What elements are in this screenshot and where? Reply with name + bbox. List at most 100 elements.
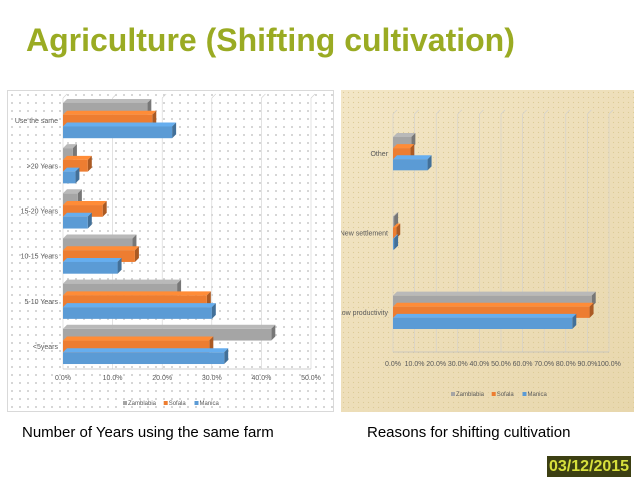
bar	[63, 171, 76, 184]
legend-swatch	[522, 392, 527, 396]
legend-label: Zamblabia	[128, 401, 157, 407]
caption-years: Number of Years using the same farm	[22, 424, 274, 441]
bar-top-face	[63, 155, 92, 160]
years-chart-panel: 0.0% 10.0% 20.0% 30.0% 40.0% 50.0% <5years 5-10…	[7, 90, 334, 412]
bar-top-face	[63, 279, 182, 284]
bar-side-face	[75, 167, 80, 184]
bar	[63, 328, 272, 341]
bar-top-face	[63, 98, 152, 103]
x-tick-label: 20.0%	[426, 361, 446, 368]
x-tick-label: 0.0%	[385, 361, 401, 368]
legend-label: Zamblabia	[456, 392, 485, 398]
bar	[393, 148, 411, 160]
bar	[63, 261, 118, 274]
category-label: Other	[370, 151, 388, 158]
bar-side-face	[87, 212, 92, 229]
bar	[63, 159, 88, 172]
gridline	[112, 93, 117, 99]
legend-swatch	[123, 401, 127, 405]
x-tick-label: 50.0%	[491, 361, 511, 368]
category-label: 5-10 Years	[25, 299, 59, 306]
x-tick-label: 10.0%	[405, 361, 425, 368]
bar	[393, 295, 592, 307]
gridline	[457, 109, 463, 115]
gridline	[479, 109, 484, 115]
x-tick-label: 90.0%	[577, 361, 597, 368]
gridline	[261, 93, 266, 99]
bar	[63, 250, 135, 262]
bar-top-face	[393, 133, 416, 138]
bar	[393, 137, 412, 149]
bar	[393, 238, 395, 250]
bar-top-face	[63, 336, 214, 341]
bar-side-face	[394, 234, 399, 250]
bar-top-face	[63, 110, 157, 115]
bar	[393, 306, 590, 318]
bar-top-face	[63, 234, 137, 239]
bar	[393, 216, 395, 228]
gridline	[587, 109, 592, 115]
bar	[63, 114, 153, 127]
gridline	[565, 109, 571, 115]
x-tick-label: 20.0%	[152, 375, 172, 382]
bar	[63, 126, 173, 139]
legend-swatch	[491, 392, 496, 396]
bar	[63, 102, 148, 115]
x-tick-label: 100.0%	[597, 361, 621, 368]
gridline	[392, 109, 398, 115]
bar-top-face	[63, 189, 82, 194]
x-tick-label: 10.0%	[103, 375, 123, 382]
legend-swatch	[451, 392, 455, 396]
bar	[393, 317, 573, 329]
legend-label: Sofala	[169, 401, 187, 407]
bar-top-face	[393, 223, 401, 228]
x-tick-label: 0.0%	[55, 375, 71, 382]
bar-top-face	[63, 324, 276, 329]
date-badge: 03/12/2015	[547, 456, 631, 477]
category-label: 15-20 Years	[21, 208, 59, 215]
bar-top-face	[63, 303, 216, 308]
bar-top-face	[393, 291, 596, 296]
gridline	[522, 109, 527, 115]
bar-side-face	[271, 324, 276, 341]
bar-top-face	[393, 234, 399, 239]
bar	[63, 307, 212, 319]
x-tick-label: 70.0%	[534, 361, 554, 368]
bar-top-face	[393, 313, 577, 318]
bar-side-face	[589, 302, 594, 318]
bar-top-face	[63, 201, 107, 206]
bar-side-face	[427, 155, 432, 171]
legend-label: Sofala	[497, 392, 515, 398]
bar-top-face	[393, 155, 432, 160]
bar	[63, 193, 78, 206]
x-tick-label: 60.0%	[513, 361, 533, 368]
category-label: <5years	[33, 344, 59, 351]
bar-side-face	[102, 201, 107, 217]
gridline	[435, 109, 441, 115]
bar	[63, 148, 73, 160]
x-tick-label: 40.0%	[251, 375, 271, 382]
x-tick-label: 30.0%	[202, 375, 222, 382]
bar	[63, 340, 210, 353]
gridline	[161, 93, 167, 99]
bar-top-face	[63, 122, 177, 127]
bar-top-face	[63, 212, 92, 217]
years-chart: 0.0% 10.0% 20.0% 30.0% 40.0% 50.0% <5years 5-10…	[15, 93, 321, 407]
category-label: Use the same	[15, 118, 58, 125]
x-tick-label: 80.0%	[556, 361, 576, 368]
bar	[393, 227, 397, 239]
bar	[63, 283, 178, 296]
bar	[63, 216, 88, 229]
bar	[63, 295, 207, 308]
bar-side-face	[117, 257, 122, 274]
slide-title: Agriculture (Shifting cultivation)	[26, 22, 515, 58]
legend-label: Manica	[528, 392, 548, 398]
reasons-chart-panel: 0.0% 10.0% 20.0% 30.0% 40.0% 50.0% 60.0% 70.0% 8…	[341, 90, 634, 412]
bar-side-face	[87, 155, 92, 172]
bar-top-face	[63, 291, 211, 296]
reasons-chart: 0.0% 10.0% 20.0% 30.0% 40.0% 50.0% 60.0% 70.0% 8…	[341, 109, 621, 398]
bar	[63, 352, 225, 365]
gridline	[500, 109, 506, 115]
bar-side-face	[172, 122, 177, 139]
bar-side-face	[224, 348, 229, 365]
